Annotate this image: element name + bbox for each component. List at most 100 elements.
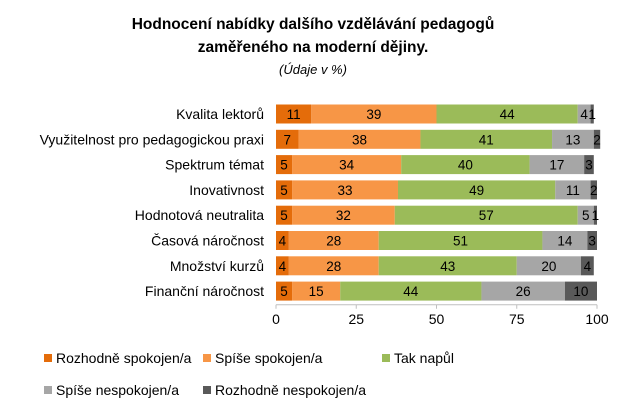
legend-swatch [44,354,52,362]
bar-segment [340,281,482,301]
data-label: 40 [458,158,473,173]
category-label: Inovativnost [189,182,264,198]
bar-segment [292,281,341,301]
bar-segment [590,104,594,124]
data-label: 51 [453,234,468,249]
data-label: 44 [500,107,516,122]
data-label: 3 [585,158,593,173]
data-label: 38 [352,132,367,147]
category-label: Množství kurzů [170,258,264,274]
data-label: 4 [279,234,287,249]
bar-segment [481,281,565,301]
category-label: Kvalita lektorů [176,106,264,122]
legend-swatch [44,386,52,394]
data-label: 15 [309,284,324,299]
bar-segment [516,256,581,276]
x-tick-label: 75 [509,311,525,327]
bar-segment [564,281,597,301]
chart-title-line1: Hodnocení nabídky dalšího vzdělávání ped… [132,16,495,33]
bar-segment [584,155,594,175]
x-tick-label: 0 [272,311,280,327]
bar-segment [580,256,594,276]
x-tick-label: 25 [348,311,364,327]
bar-segment [276,231,289,250]
legend-swatch [203,386,211,394]
bar-segment [552,129,594,149]
bar-segment [288,256,379,276]
data-label: 5 [280,208,288,223]
chart-subtitle: (Údaje v %) [279,62,347,77]
category-label: Hodnotová neutralita [135,207,264,223]
bar-segment [276,104,312,124]
data-label: 11 [287,107,301,122]
x-tick-label: 100 [585,311,609,327]
data-label: 41 [479,132,494,147]
legend: Rozhodně spokojen/a Spíše spokojen/a Tak n… [44,350,454,398]
bar-segment [529,155,585,175]
bar-segment [288,231,379,250]
data-label: 34 [339,158,355,173]
data-label: 1 [592,208,600,223]
data-label: 17 [549,158,564,173]
data-label: 3 [588,234,596,249]
category-label: Spektrum témat [165,157,264,173]
bar-segment [587,231,597,250]
data-label: 33 [337,183,352,198]
category-label: Časová náročnost [151,233,264,249]
bar-segment [292,205,395,225]
bar-segment [276,205,293,225]
legend-swatch [382,354,390,362]
bar-segment [593,205,597,225]
data-label: 4 [279,259,287,274]
data-label: 43 [440,259,455,274]
data-label: 5 [280,158,288,173]
data-label: 1 [588,107,596,122]
bar-segment [378,231,543,250]
bar-segment [394,205,578,225]
chart-title-line2: zaměřeného na moderní dějiny. [198,39,429,56]
legend-label: Rozhodně spokojen/a [56,350,192,366]
data-label: 11 [566,183,580,198]
data-label: 4 [580,107,588,122]
bar-segment [420,129,553,149]
data-label: 5 [280,284,288,299]
data-label: 5 [280,183,288,198]
bar-segment [577,104,591,124]
legend-swatch [203,354,211,362]
bar-segment [276,129,299,149]
data-label: 28 [326,259,341,274]
data-label: 5 [582,208,590,223]
bar-segment [276,281,293,301]
bar-segment [292,180,398,200]
data-label: 2 [590,183,598,198]
data-label: 10 [573,284,588,299]
bar-segment [298,129,421,149]
data-label: 20 [541,259,556,274]
bar-segment [276,256,289,276]
category-label: Finanční náročnost [145,283,264,299]
bar-segment [292,155,402,175]
category-label: Využitelnost pro pedagogickou praxi [40,131,264,147]
data-label: 39 [366,107,381,122]
data-label: 4 [584,259,592,274]
bar-segment [436,104,578,124]
bar-segment [276,180,293,200]
bar-segment [397,180,556,200]
data-label: 57 [479,208,494,223]
data-label: 44 [403,284,419,299]
legend-label: Spíše nespokojen/a [56,382,179,398]
data-label: 28 [326,234,341,249]
bar-segment [401,155,530,175]
bar-segment [276,155,293,175]
data-label: 26 [516,284,531,299]
data-label: 49 [469,183,484,198]
bar-segment [577,205,594,225]
data-label: 7 [283,132,291,147]
bar-segment [555,180,591,200]
x-tick-label: 50 [429,311,445,327]
bar-segment [593,129,601,149]
data-label: 13 [565,132,580,147]
legend-label: Spíše spokojen/a [215,350,323,366]
bar-segment [590,180,597,200]
